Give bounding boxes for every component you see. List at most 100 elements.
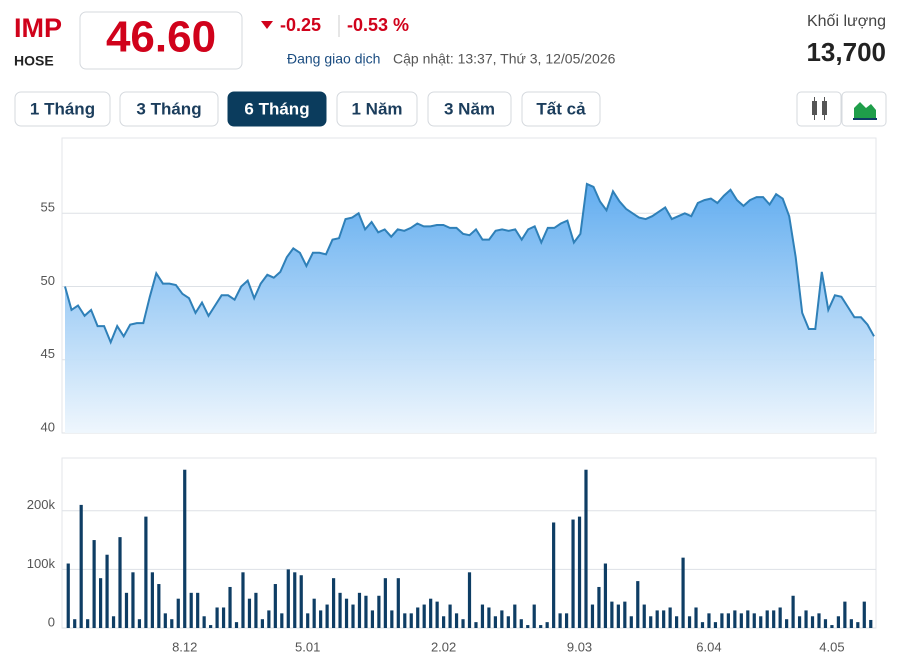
volume-bar xyxy=(176,598,180,628)
range-button[interactable]: 1 Năm xyxy=(336,91,418,127)
y-tick-label: 40 xyxy=(41,419,55,434)
volume-bar xyxy=(454,613,459,628)
volume-bar xyxy=(221,607,226,628)
button-label: 1 Năm xyxy=(351,99,402,118)
range-button[interactable]: 3 Năm xyxy=(427,91,512,127)
volume-bar xyxy=(545,622,549,628)
volume-bar xyxy=(267,610,271,628)
y-tick-label: 50 xyxy=(41,273,55,288)
y-tick-label: 0 xyxy=(48,614,55,629)
volume-bar xyxy=(196,592,200,628)
volume-bar xyxy=(480,604,485,628)
volume-bar xyxy=(150,572,154,628)
volume-bar xyxy=(707,613,711,628)
volume-bar xyxy=(137,619,142,628)
volume-bar xyxy=(623,601,627,628)
volume-bar xyxy=(675,616,679,628)
change-percent: -0.53 % xyxy=(347,15,409,35)
volume-bar xyxy=(66,563,70,628)
button-bg xyxy=(521,91,601,127)
volume-bar xyxy=(862,601,866,628)
volume-bar xyxy=(280,613,284,628)
volume-bar xyxy=(636,581,640,628)
volume-bar xyxy=(111,616,116,628)
volume-bar xyxy=(202,616,206,628)
button-label: Tất cả xyxy=(536,99,586,118)
volume-bar xyxy=(733,610,737,628)
exchange: HOSE xyxy=(14,53,54,69)
range-button[interactable]: Tất cả xyxy=(521,91,601,127)
volume-bar xyxy=(299,575,303,628)
button-label: 3 Tháng xyxy=(136,99,201,118)
volume-bar xyxy=(189,592,193,628)
ticker: IMP xyxy=(14,13,62,43)
volume-bar xyxy=(422,604,426,628)
volume-bar xyxy=(513,604,517,628)
volume-bar xyxy=(409,613,413,628)
volume-bar xyxy=(170,619,174,628)
volume-bar xyxy=(92,540,96,628)
volume-bar xyxy=(700,622,705,628)
x-tick-label: 4.05 xyxy=(819,639,844,654)
volume-bar xyxy=(577,516,582,628)
volume-bar xyxy=(797,616,802,628)
y-tick-label: 200k xyxy=(27,497,56,512)
button-bg xyxy=(336,91,418,127)
volume-bar xyxy=(157,584,161,628)
volume-bar xyxy=(442,616,446,628)
volume-bar xyxy=(396,578,400,628)
volume-bar xyxy=(759,616,763,628)
volume-bar xyxy=(597,586,601,628)
volume-bar xyxy=(467,572,472,628)
volume-bar xyxy=(830,625,834,628)
x-tick-label: 9.03 xyxy=(567,639,592,654)
range-button[interactable]: 3 Tháng xyxy=(119,91,219,127)
volume-bar xyxy=(403,613,407,628)
y-tick-label: 55 xyxy=(41,200,55,215)
price-line xyxy=(64,182,875,345)
button-label: 3 Năm xyxy=(444,99,495,118)
volume-bar xyxy=(552,522,556,628)
volume-bar xyxy=(131,572,135,628)
volume-bar xyxy=(564,613,569,628)
volume-bar xyxy=(144,516,148,628)
volume-bar xyxy=(319,610,323,628)
y-tick-label: 45 xyxy=(41,346,55,361)
volume-bar xyxy=(105,554,109,628)
volume-bar xyxy=(351,604,355,628)
volume-bar xyxy=(247,598,252,628)
volume-bar xyxy=(254,592,258,628)
button-bg xyxy=(14,91,111,127)
status: Đang giao dịch xyxy=(287,51,380,67)
volume-bar xyxy=(836,616,841,628)
volume-bar xyxy=(506,616,510,628)
volume-bar xyxy=(357,592,362,628)
price: 46.60 xyxy=(106,13,216,62)
volume-bar xyxy=(804,610,808,628)
area-icon-button[interactable] xyxy=(841,91,887,127)
volume-bar xyxy=(448,604,452,628)
volume-bar xyxy=(286,569,290,628)
volume-bar xyxy=(79,504,83,628)
volume-bar xyxy=(461,619,465,628)
volume-bar xyxy=(649,616,653,628)
volume-bar xyxy=(843,601,847,628)
candle-icon-button[interactable] xyxy=(796,91,842,127)
volume-bar xyxy=(163,613,167,628)
button-bg xyxy=(427,91,512,127)
volume-bar xyxy=(73,619,77,628)
price-area xyxy=(65,184,874,433)
volume-bar xyxy=(474,622,478,628)
button-label: 1 Tháng xyxy=(30,99,95,118)
volume-bar xyxy=(746,610,750,628)
range-button[interactable]: 6 Tháng xyxy=(227,91,327,127)
volume-bar xyxy=(687,616,692,628)
button-bg xyxy=(119,91,219,127)
volume-bar xyxy=(526,625,530,628)
range-button[interactable]: 1 Tháng xyxy=(14,91,111,127)
volume-bar xyxy=(785,619,789,628)
volume-bar xyxy=(241,572,245,628)
volume-bar xyxy=(306,613,310,628)
volume-bar xyxy=(383,578,387,628)
